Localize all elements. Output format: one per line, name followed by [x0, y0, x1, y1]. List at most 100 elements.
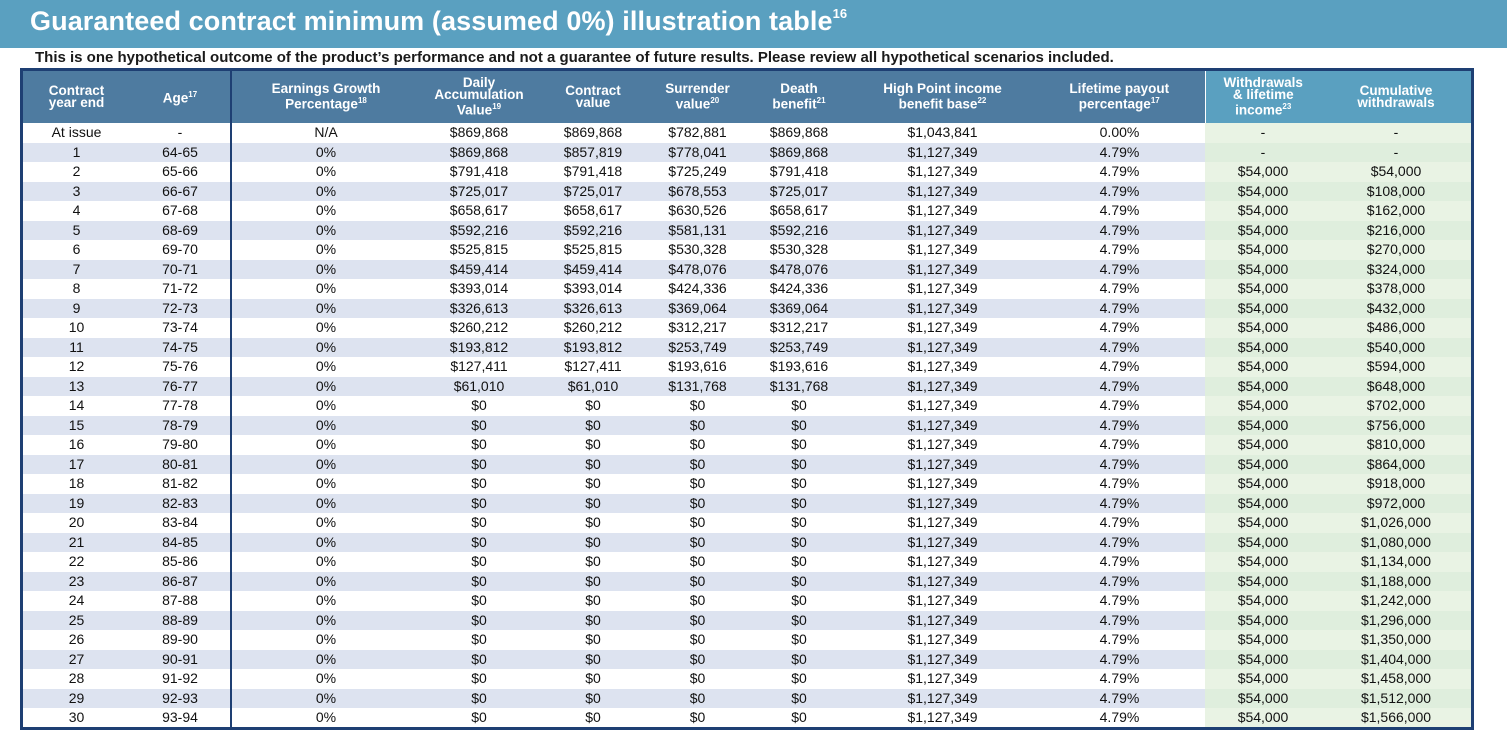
header-text-line: value — [675, 96, 711, 112]
cell-lifetime-payout: 4.79% — [1034, 708, 1205, 727]
header-text-line: Value — [456, 102, 493, 118]
cell-contract-value: $0 — [538, 415, 648, 435]
header-lifetime-payout-percentage: Lifetime payout percentage17 — [1034, 71, 1205, 123]
cell-income-benefit-base: $1,127,349 — [851, 610, 1034, 630]
cell-income-benefit-base: $1,127,349 — [851, 649, 1034, 669]
table-row: 19 82-83 0% $0 $0 $0 $0 $1,127,349 4.79% $54,000 $… — [23, 493, 1471, 513]
cell-surrender-value: $630,526 — [648, 201, 747, 221]
cell-lifetime-payout: 4.79% — [1034, 357, 1205, 377]
cell-income-benefit-base: $1,127,349 — [851, 240, 1034, 260]
cell-earnings-growth: 0% — [230, 376, 420, 396]
cell-daily-accumulation-value: $0 — [420, 552, 538, 572]
cell-earnings-growth: 0% — [230, 669, 420, 689]
cell-surrender-value: $478,076 — [648, 259, 747, 279]
cell-age: 68-69 — [130, 220, 231, 240]
cell-age: 78-79 — [130, 415, 231, 435]
cell-withdrawals: $54,000 — [1205, 591, 1321, 611]
cell-cumulative-withdrawals: $270,000 — [1321, 240, 1471, 260]
header-text-line: Contract — [565, 83, 621, 98]
cell-earnings-growth: 0% — [230, 513, 420, 533]
cell-income-benefit-base: $1,127,349 — [851, 337, 1034, 357]
cell-withdrawals: $54,000 — [1205, 357, 1321, 377]
cell-income-benefit-base: $1,127,349 — [851, 532, 1034, 552]
cell-daily-accumulation-value: $0 — [420, 532, 538, 552]
cell-contract-value: $0 — [538, 474, 648, 494]
header-footnote: 23 — [1282, 102, 1292, 112]
cell-contract-year: 12 — [23, 357, 130, 377]
cell-daily-accumulation-value: $0 — [420, 474, 538, 494]
cell-contract-year: 19 — [23, 493, 130, 513]
cell-contract-value: $658,617 — [538, 201, 648, 221]
cell-contract-value: $0 — [538, 610, 648, 630]
header-surrender-value: Surrender value20 — [648, 71, 747, 123]
cell-contract-value: $0 — [538, 532, 648, 552]
cell-daily-accumulation-value: $592,216 — [420, 220, 538, 240]
cell-death-benefit: $791,418 — [747, 162, 851, 182]
table-row: 5 68-69 0% $592,216 $592,216 $581,131 $592,216… — [23, 220, 1471, 240]
table-row: 14 77-78 0% $0 $0 $0 $0 $1,127,349 4.79% $54,000 $… — [23, 396, 1471, 416]
cell-age: 93-94 — [130, 708, 231, 727]
cell-death-benefit: $0 — [747, 532, 851, 552]
table-row: 18 81-82 0% $0 $0 $0 $0 $1,127,349 4.79% $54,000 $… — [23, 474, 1471, 494]
cell-daily-accumulation-value: $0 — [420, 630, 538, 650]
cell-earnings-growth: 0% — [230, 552, 420, 572]
cell-surrender-value: $193,616 — [648, 357, 747, 377]
table-row: 4 67-68 0% $658,617 $658,617 $630,526 $658,617… — [23, 201, 1471, 221]
cell-lifetime-payout: 4.79% — [1034, 454, 1205, 474]
cell-earnings-growth: 0% — [230, 435, 420, 455]
cell-withdrawals: $54,000 — [1205, 708, 1321, 727]
cell-surrender-value: $312,217 — [648, 318, 747, 338]
cell-contract-value: $0 — [538, 493, 648, 513]
cell-cumulative-withdrawals: $162,000 — [1321, 201, 1471, 221]
cell-lifetime-payout: 4.79% — [1034, 610, 1205, 630]
cell-contract-year: 24 — [23, 591, 130, 611]
cell-withdrawals: - — [1205, 142, 1321, 162]
cell-earnings-growth: 0% — [230, 201, 420, 221]
cell-death-benefit: $0 — [747, 610, 851, 630]
cell-contract-value: $0 — [538, 571, 648, 591]
cell-withdrawals: $54,000 — [1205, 279, 1321, 299]
cell-income-benefit-base: $1,127,349 — [851, 708, 1034, 727]
cell-daily-accumulation-value: $0 — [420, 571, 538, 591]
illustration-table: Contract year end Age17 Earnings Growth Perc… — [23, 71, 1471, 727]
cell-contract-value: $0 — [538, 454, 648, 474]
table-row: 6 69-70 0% $525,815 $525,815 $530,328 $530,328… — [23, 240, 1471, 260]
header-footnote: 22 — [977, 96, 987, 106]
cell-death-benefit: $0 — [747, 571, 851, 591]
cell-daily-accumulation-value: $869,868 — [420, 142, 538, 162]
cell-contract-year: 6 — [23, 240, 130, 260]
cell-daily-accumulation-value: $0 — [420, 513, 538, 533]
cell-income-benefit-base: $1,127,349 — [851, 298, 1034, 318]
cell-cumulative-withdrawals: - — [1321, 142, 1471, 162]
cell-death-benefit: $0 — [747, 688, 851, 708]
cell-age: 84-85 — [130, 532, 231, 552]
table-row: 23 86-87 0% $0 $0 $0 $0 $1,127,349 4.79% $54,000 $… — [23, 571, 1471, 591]
cell-cumulative-withdrawals: $108,000 — [1321, 181, 1471, 201]
cell-age: 66-67 — [130, 181, 231, 201]
header-text-line: Age — [162, 90, 189, 106]
cell-income-benefit-base: $1,127,349 — [851, 259, 1034, 279]
cell-withdrawals: $54,000 — [1205, 298, 1321, 318]
cell-cumulative-withdrawals: $432,000 — [1321, 298, 1471, 318]
cell-death-benefit: $131,768 — [747, 376, 851, 396]
cell-age: 71-72 — [130, 279, 231, 299]
cell-contract-value: $0 — [538, 513, 648, 533]
cell-contract-value: $592,216 — [538, 220, 648, 240]
cell-withdrawals: $54,000 — [1205, 337, 1321, 357]
cell-withdrawals: $54,000 — [1205, 513, 1321, 533]
cell-daily-accumulation-value: $127,411 — [420, 357, 538, 377]
cell-earnings-growth: 0% — [230, 688, 420, 708]
cell-death-benefit: $253,749 — [747, 337, 851, 357]
table-body: At issue - N/A $869,868 $869,868 $782,881 $869… — [23, 123, 1471, 727]
cell-income-benefit-base: $1,127,349 — [851, 474, 1034, 494]
cell-contract-year: 27 — [23, 649, 130, 669]
cell-lifetime-payout: 4.79% — [1034, 415, 1205, 435]
cell-earnings-growth: 0% — [230, 396, 420, 416]
cell-contract-value: $61,010 — [538, 376, 648, 396]
cell-contract-year: 11 — [23, 337, 130, 357]
header-text-line: benefit — [772, 96, 817, 112]
cell-cumulative-withdrawals: $756,000 — [1321, 415, 1471, 435]
cell-age: 87-88 — [130, 591, 231, 611]
cell-daily-accumulation-value: $791,418 — [420, 162, 538, 182]
cell-earnings-growth: 0% — [230, 493, 420, 513]
